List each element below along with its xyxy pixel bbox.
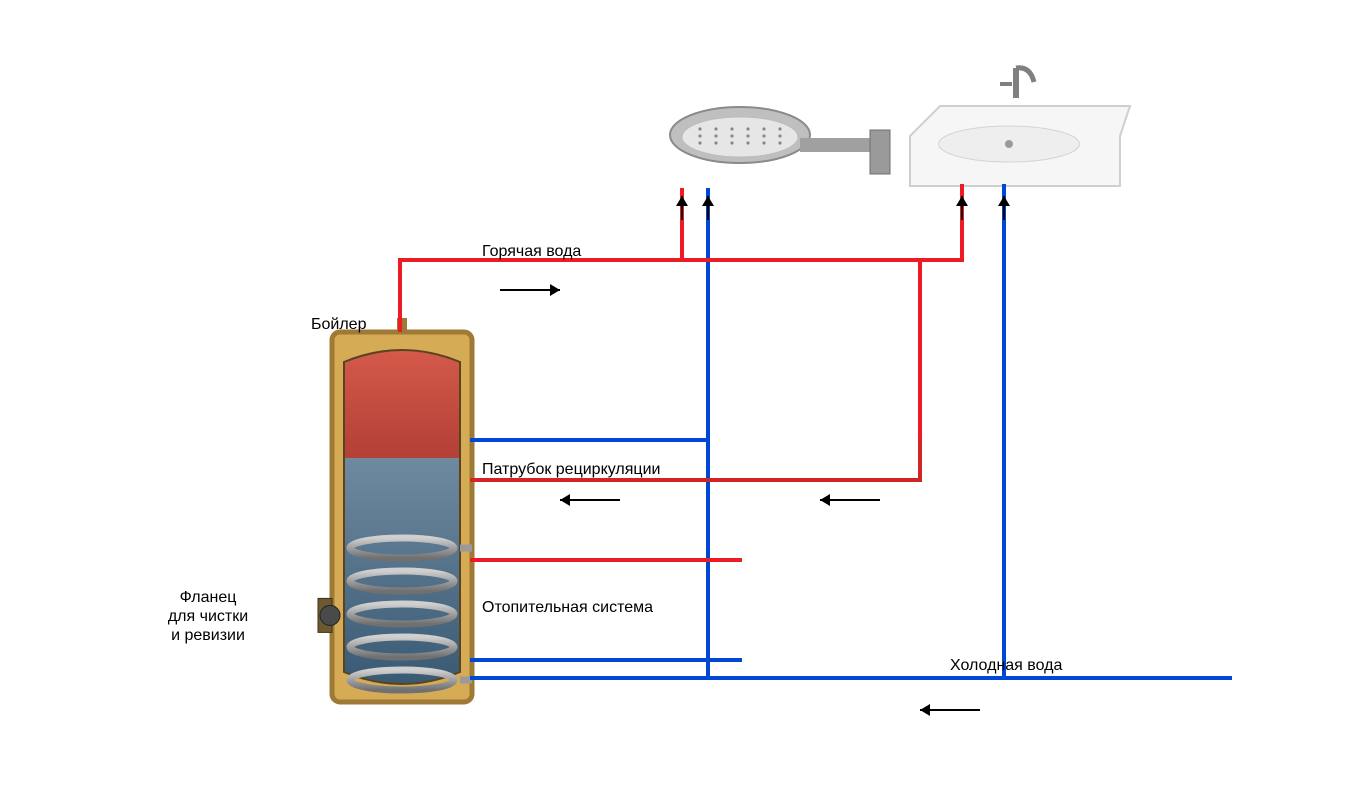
- faucet-body: [1013, 68, 1019, 98]
- arrow-head: [820, 494, 830, 506]
- sink-drain: [1005, 140, 1013, 148]
- label-heating: Отопительная система: [482, 598, 653, 617]
- arrow-head: [702, 196, 714, 206]
- label-flange: Фланец для чистки и ревизии: [168, 588, 248, 646]
- boiler-hot-zone: [344, 350, 460, 458]
- boiler-flange-plate: [320, 605, 340, 625]
- arrow-head: [676, 196, 688, 206]
- arrow-head: [560, 494, 570, 506]
- shower-mount: [870, 130, 890, 174]
- arrow-head: [956, 196, 968, 206]
- shower-arm: [800, 138, 870, 152]
- label-cold: Холодная вода: [950, 656, 1062, 675]
- pipe-hot-main: [400, 260, 962, 330]
- faucet-handle: [1000, 82, 1012, 86]
- label-boiler: Бойлер: [311, 315, 366, 334]
- label-recirc: Патрубок рециркуляции: [482, 460, 660, 479]
- arrow-head: [998, 196, 1010, 206]
- label-hot: Горячая вода: [482, 242, 581, 261]
- arrow-head: [550, 284, 560, 296]
- arrow-head: [920, 704, 930, 716]
